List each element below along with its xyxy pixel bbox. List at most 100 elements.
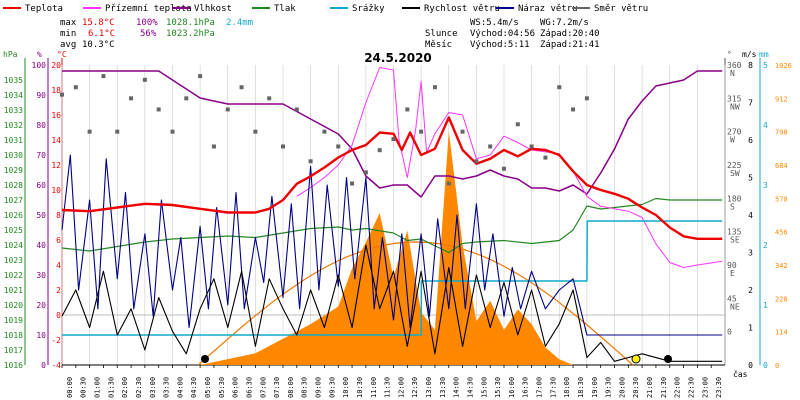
sun-elevation-curve (197, 241, 634, 366)
series-tlak (61, 197, 723, 254)
temperature-tick-label: 4 (56, 261, 61, 270)
x-tick-label: 04:00 (176, 377, 184, 398)
wind-direction-point (460, 129, 465, 134)
wind-direction-point (502, 166, 506, 171)
sunshine-area (200, 131, 574, 365)
x-tick-label: 18:00 (563, 377, 571, 398)
x-tick-label: 16:30 (522, 377, 530, 398)
legend-label: Rychlost větru (424, 4, 500, 14)
x-tick-label: 01:00 (94, 377, 102, 398)
pressure-tick-label: 1034 (4, 91, 23, 100)
pressure-tick-label: 1033 (4, 106, 23, 115)
x-tick-label: 17:30 (549, 377, 557, 398)
x-tick-label: 00:30 (80, 377, 88, 398)
direction-tick-label: 45 (727, 294, 737, 303)
x-tick-label: 03:30 (163, 377, 171, 398)
direction-tick-label: SE (730, 236, 740, 245)
moonset-marker (664, 355, 672, 363)
wind-direction-point (446, 181, 451, 186)
x-tick-label: 18:30 (577, 377, 585, 398)
x-tick-label: 06:00 (232, 377, 240, 398)
wind-direction-point (198, 74, 203, 79)
pressure-tick-label: 1026 (4, 211, 23, 220)
left-axes: 1035103410331032103110301029102810271026… (4, 58, 63, 370)
temperature-tick-label: -2 (51, 336, 61, 345)
rain-tick-label: 2 (763, 241, 768, 250)
stats-min-hum: 56% (140, 29, 157, 39)
wind-direction-point (557, 85, 562, 90)
stats-min-label: min (60, 29, 76, 39)
solar-tick-label: 1026 (775, 62, 792, 70)
sunrise-marker (201, 355, 209, 363)
x-tick-label: 08:00 (287, 377, 295, 398)
x-tick-label: 12:30 (411, 377, 419, 398)
wind-direction-point (253, 129, 258, 134)
x-tick-label: 15:00 (480, 377, 488, 398)
wind-speed-tick-label: 5 (748, 174, 753, 183)
direction-tick-label: 315 (727, 94, 742, 103)
direction-tick-label: SW (730, 169, 740, 178)
x-tick-label: 13:30 (439, 377, 447, 398)
moon-rise: Východ:5:11 (470, 40, 530, 50)
pressure-tick-label: 1018 (4, 331, 23, 340)
humidity-tick-label: 100 (32, 61, 47, 70)
series-sunshine (200, 131, 574, 365)
x-tick-label: 21:30 (660, 377, 668, 398)
humidity-tick-label: 50 (36, 211, 46, 220)
rain-tick-label: 5 (763, 61, 768, 70)
solar-tick-label: 456 (775, 229, 788, 237)
temperature-tick-label: 2 (56, 286, 61, 295)
unit-deg: ° (727, 50, 732, 59)
stats-max-hum: 100% (136, 18, 158, 28)
axis-unit-headers: hPa % °C ° m/s mm čas (3, 50, 769, 379)
series-vlhkost (62, 70, 723, 198)
wind-direction-point (377, 148, 382, 153)
x-tick-label: 02:30 (135, 377, 143, 398)
x-tick-label: 05:30 (218, 377, 226, 398)
pressure-tick-label: 1032 (4, 121, 23, 130)
pressure-tick-label: 1022 (4, 271, 23, 280)
wind-direction-point (363, 170, 368, 175)
direction-tick-label: S (730, 202, 735, 211)
wind-direction-point (87, 129, 92, 134)
unit-degc: °C (57, 50, 67, 59)
wind-speed-tick-label: 8 (748, 61, 753, 70)
series-lines (60, 67, 723, 362)
sunset-marker (631, 354, 641, 364)
pressure-tick-label: 1017 (4, 346, 23, 355)
x-tick-label: 22:00 (674, 377, 682, 398)
direction-tick-label: 180 (727, 194, 742, 203)
solar-tick-label: 684 (775, 162, 788, 170)
wind-direction-point (419, 129, 424, 134)
x-tick-label: 03:00 (149, 377, 157, 398)
wind-direction-point (488, 144, 493, 149)
wind-direction-point (584, 96, 589, 101)
temperature-tick-label: 6 (56, 236, 61, 245)
legend-label: Vlhkost (194, 4, 232, 14)
legend-label: Srážky (352, 4, 385, 14)
humidity-tick-label: 70 (36, 151, 46, 160)
x-tick-label: 12:00 (397, 377, 405, 398)
rain-tick-label: 0 (763, 361, 768, 370)
unit-pct: % (37, 50, 42, 59)
wind-speed-tick-label: 0 (748, 361, 753, 370)
pressure-tick-label: 1024 (4, 241, 23, 250)
stats-min-temp: 6.1°C (88, 29, 115, 39)
wind-speed-info: WS:5.4m/s (470, 18, 519, 28)
legend: Teplota Přízemní teplota Vlhkost Tlak Srážky… (3, 4, 648, 14)
wind-direction-point (294, 107, 299, 112)
x-tick-label: 10:30 (356, 377, 364, 398)
humidity-tick-label: 90 (36, 91, 46, 100)
solar-tick-label: 228 (775, 295, 788, 303)
x-tick-label: 11:30 (384, 377, 392, 398)
wind-direction-point (184, 96, 189, 101)
direction-tick-label: W (730, 136, 735, 145)
stats-min-press: 1023.2hPa (166, 29, 215, 39)
series-prizemni-teplota (296, 67, 723, 268)
x-tick-label: 20:00 (618, 377, 626, 398)
x-tick-label: 10:00 (342, 377, 350, 398)
pressure-tick-label: 1031 (4, 136, 23, 145)
wind-direction-point (170, 129, 175, 134)
x-tick-label: 23:00 (701, 377, 709, 398)
